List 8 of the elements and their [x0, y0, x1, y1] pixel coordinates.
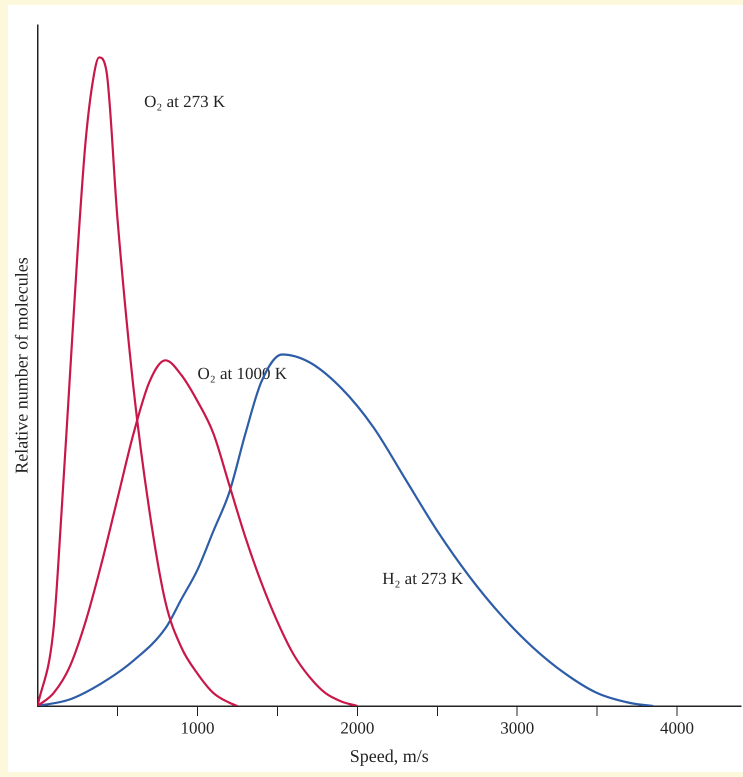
x-axis-title: Speed, m/s — [350, 746, 429, 766]
series-label: H₂ at 273 K — [382, 568, 464, 588]
series-label: O₂ at 273 K — [144, 92, 226, 111]
x-tick-label: 4000 — [660, 718, 694, 738]
x-tick-label: 1000 — [180, 718, 214, 738]
x-tick-label: 2000 — [340, 718, 374, 738]
y-axis-title: Relative number of molecules — [12, 257, 32, 474]
x-tick-label: 3000 — [500, 718, 534, 738]
